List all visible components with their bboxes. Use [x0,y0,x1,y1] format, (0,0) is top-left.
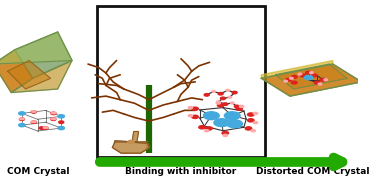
Circle shape [245,127,252,130]
Circle shape [223,134,228,136]
Text: COM Crystal: COM Crystal [7,167,69,176]
Circle shape [236,107,242,110]
Circle shape [320,78,326,81]
Circle shape [298,73,302,75]
Circle shape [53,118,56,120]
Circle shape [19,112,25,115]
Bar [97,6,265,157]
Circle shape [204,94,209,96]
Circle shape [217,104,224,107]
Circle shape [31,111,34,112]
Polygon shape [15,32,72,78]
Circle shape [227,120,242,128]
Circle shape [253,122,258,124]
Circle shape [304,75,313,80]
Circle shape [51,112,56,115]
Circle shape [43,127,46,128]
Circle shape [300,74,306,77]
Polygon shape [276,64,347,89]
Circle shape [58,126,65,130]
Circle shape [58,115,65,118]
Circle shape [53,112,56,114]
Polygon shape [11,61,72,93]
Circle shape [199,126,205,129]
Circle shape [128,140,134,143]
Circle shape [31,121,36,124]
Circle shape [314,81,320,84]
Circle shape [204,130,209,132]
Circle shape [218,93,223,95]
Circle shape [222,131,228,135]
Circle shape [284,80,287,82]
Circle shape [225,112,240,120]
Circle shape [51,112,54,114]
Circle shape [286,78,291,81]
Circle shape [310,72,313,74]
Circle shape [206,127,212,130]
Circle shape [220,97,225,100]
Polygon shape [261,61,333,78]
Circle shape [239,105,244,108]
Circle shape [291,75,297,78]
Circle shape [226,89,229,91]
Circle shape [311,74,317,77]
Circle shape [39,127,44,129]
Polygon shape [0,32,72,64]
Circle shape [253,112,258,114]
Circle shape [192,107,198,110]
Circle shape [231,102,234,104]
Circle shape [59,121,64,124]
Circle shape [318,83,322,85]
Polygon shape [0,50,33,93]
Circle shape [212,91,215,92]
Circle shape [290,77,293,79]
Polygon shape [132,132,138,142]
Circle shape [31,121,34,122]
Circle shape [192,115,198,119]
Circle shape [20,118,23,120]
Circle shape [31,111,36,113]
Circle shape [291,81,297,84]
Circle shape [306,71,311,74]
Circle shape [214,119,230,127]
Circle shape [228,96,232,98]
Circle shape [45,127,48,128]
Circle shape [21,118,24,120]
Text: Binding with inhibitor: Binding with inhibitor [125,167,237,176]
Circle shape [248,119,254,122]
Circle shape [324,79,327,81]
Polygon shape [8,61,51,89]
Circle shape [216,102,220,104]
Polygon shape [261,64,361,96]
Circle shape [19,124,25,127]
Circle shape [51,118,54,120]
Circle shape [223,103,228,105]
Circle shape [43,127,48,129]
Circle shape [188,106,192,109]
Circle shape [33,111,36,112]
Circle shape [248,113,254,116]
Circle shape [188,115,192,117]
Circle shape [234,105,239,108]
Circle shape [33,121,36,122]
Text: Distorted COM Crystal: Distorted COM Crystal [256,167,370,176]
Circle shape [51,118,56,121]
Circle shape [217,101,220,103]
Circle shape [251,130,255,132]
Circle shape [232,91,237,94]
Circle shape [19,118,25,121]
Polygon shape [112,142,149,153]
Circle shape [203,112,219,120]
